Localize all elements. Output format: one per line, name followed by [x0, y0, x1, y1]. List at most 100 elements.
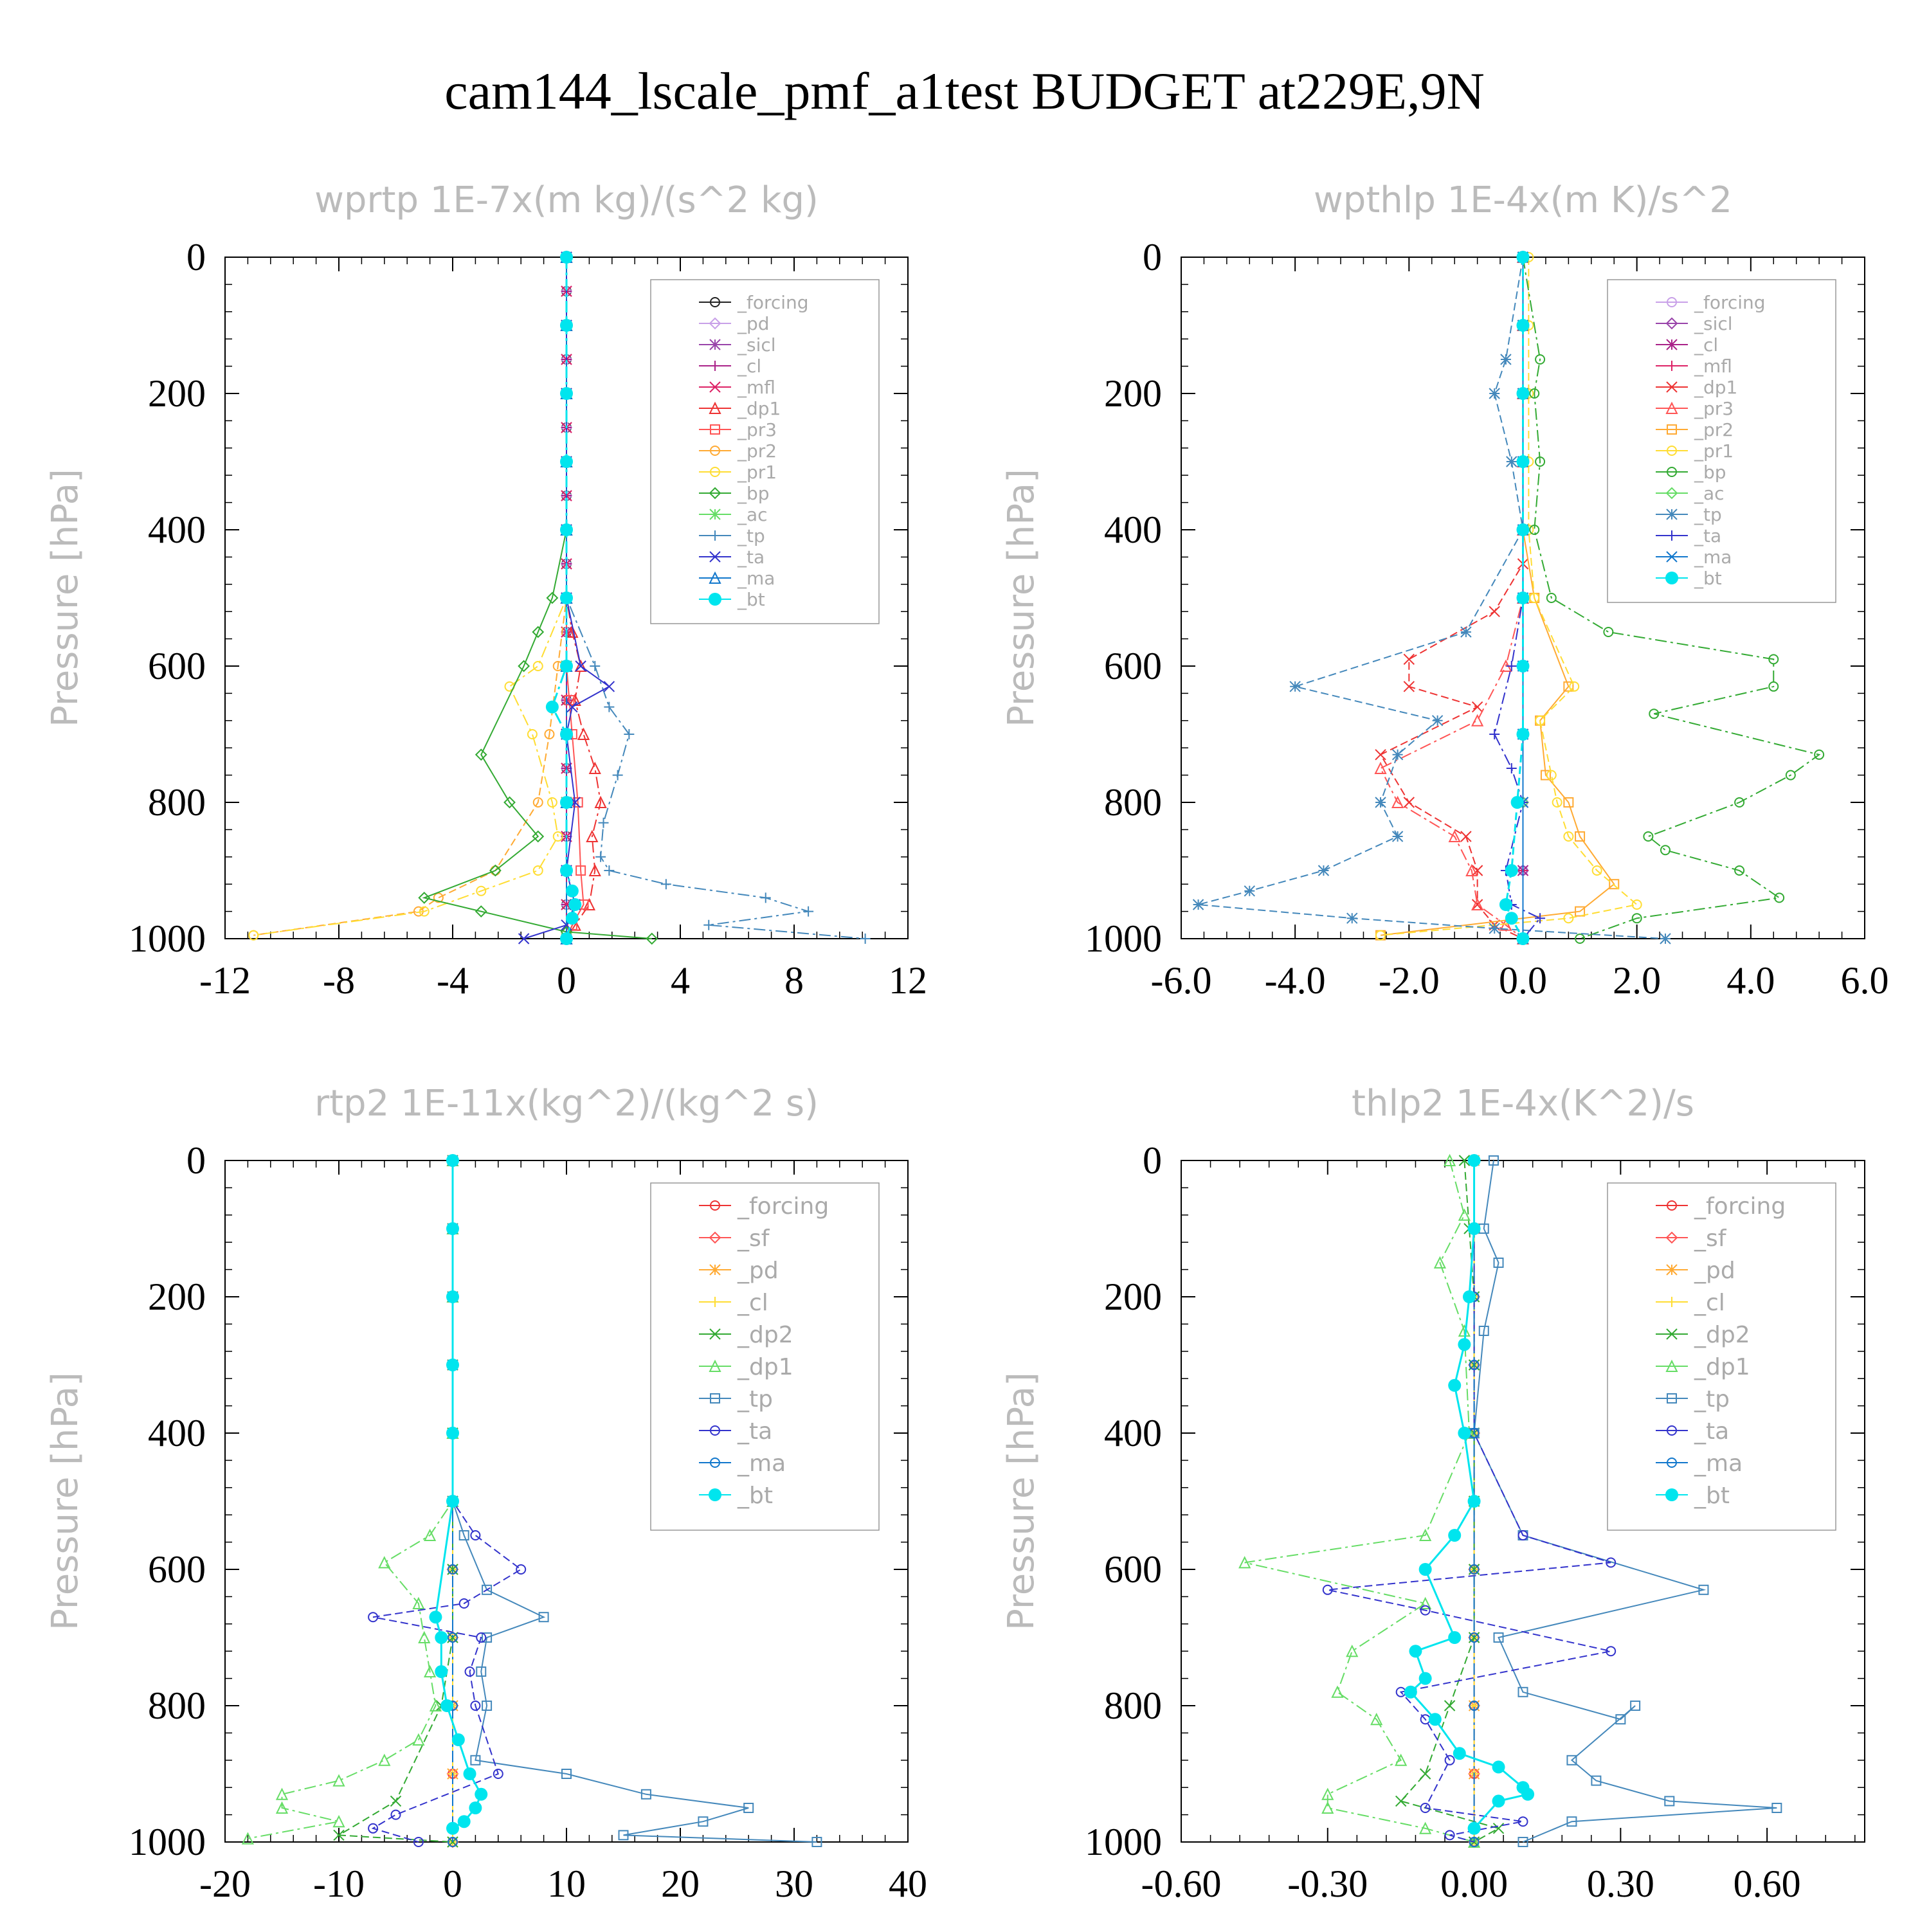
data-point [1467, 1821, 1481, 1835]
legend-marker [1665, 1231, 1678, 1244]
data-point [1563, 681, 1574, 692]
data-point [594, 795, 607, 808]
data-point [1403, 797, 1415, 808]
legend-marker [710, 467, 720, 477]
data-point [446, 1290, 459, 1303]
data-point [577, 727, 590, 740]
x-tick-label: 4.0 [1726, 959, 1775, 1002]
legend-marker [1667, 424, 1677, 435]
data-point [1419, 1821, 1432, 1834]
data-point [1489, 606, 1500, 617]
data-point [568, 898, 582, 911]
y-tick-label: 600 [1104, 1548, 1162, 1591]
legend-label: _pd [1694, 1258, 1735, 1284]
legend-label: _cl [1694, 334, 1718, 356]
series-bt [1404, 1154, 1535, 1835]
data-point [1771, 1803, 1782, 1813]
series-line [253, 257, 567, 936]
data-point [560, 455, 573, 468]
data-point [1563, 797, 1574, 808]
data-point [1458, 1155, 1471, 1166]
series-tp [1192, 251, 1671, 944]
data-point [760, 892, 771, 903]
series-pr2 [1375, 252, 1620, 941]
series-line [1380, 257, 1615, 936]
series-line [1380, 257, 1638, 936]
data-point [1471, 898, 1484, 910]
data-point [1420, 1803, 1431, 1813]
y-tick-label: 400 [1104, 1412, 1162, 1454]
data-point [1453, 1747, 1466, 1760]
data-point [1506, 661, 1517, 671]
data-point [1374, 761, 1387, 774]
legend-marker [1667, 1297, 1677, 1307]
data-point [1516, 251, 1530, 264]
data-point [1458, 1338, 1471, 1351]
data-point [1606, 1557, 1617, 1568]
data-point [561, 1769, 572, 1779]
x-tick-label: -2.0 [1379, 959, 1440, 1002]
series-bt [545, 251, 582, 945]
data-point [532, 830, 545, 843]
legend-marker [710, 1458, 720, 1468]
data-point [1563, 913, 1574, 924]
data-point [703, 919, 714, 930]
data-point [560, 523, 573, 536]
data-point [469, 1801, 482, 1814]
legend-marker [709, 551, 721, 563]
panel-title: wprtp 1E-7x(m kg)/(s^2 kg) [314, 179, 819, 221]
data-point [811, 1837, 822, 1847]
x-tick-label: -4 [437, 959, 469, 1002]
series-pr1 [1375, 252, 1642, 941]
data-point [518, 660, 530, 673]
data-point [583, 898, 596, 910]
legend-label: _ac [737, 504, 768, 525]
x-tick-label: -6.0 [1151, 959, 1212, 1002]
data-point [332, 1774, 345, 1787]
data-point [433, 892, 444, 903]
data-point [1403, 653, 1415, 665]
legend-label: _cl [737, 356, 761, 377]
data-point [1469, 1837, 1480, 1847]
data-point [1517, 1837, 1528, 1847]
legend-box [650, 279, 880, 624]
y-axis-label: Pressure [hPa] [44, 469, 86, 727]
legend-label: _pr2 [1694, 419, 1734, 440]
data-point [1391, 831, 1404, 842]
y-tick-label: 800 [148, 781, 206, 824]
panel-1: wprtp 1E-7x(m kg)/(s^2 kg) Pressure [hPa]… [44, 179, 927, 1002]
data-point [418, 891, 431, 904]
data-point [1471, 701, 1483, 713]
legend-marker [1667, 1393, 1677, 1404]
legend-label: _tp [1694, 504, 1722, 525]
data-point [1575, 831, 1586, 842]
data-point [482, 1701, 493, 1711]
data-point [1814, 749, 1825, 760]
legend-label: _pr1 [1694, 440, 1734, 462]
series-dp2 [333, 1155, 458, 1848]
data-point [595, 851, 606, 862]
data-point [1458, 1208, 1471, 1221]
panel-4: thlp2 1E-4x(K^2)/s Pressure [hPa] 0 200 400 6… [1001, 1083, 1865, 1905]
data-point [275, 1801, 289, 1814]
legend-box [1607, 279, 1836, 603]
legend-marker [709, 1264, 721, 1276]
data-point [1465, 863, 1478, 876]
data-point [1469, 1701, 1480, 1711]
legend-marker [1665, 487, 1678, 500]
data-point [1517, 1530, 1528, 1540]
legend-label: _dp1 [1694, 377, 1737, 398]
x-tick-label: 8 [784, 959, 804, 1002]
x-tick-label: -12 [199, 959, 251, 1002]
series-pr3 [1374, 250, 1530, 944]
data-point [470, 1755, 481, 1765]
series-line [566, 257, 865, 939]
data-point [560, 591, 573, 604]
legend-marker [1665, 1359, 1678, 1372]
data-point [698, 1816, 709, 1827]
data-point [368, 1612, 379, 1623]
series-line [422, 257, 652, 939]
data-point [547, 797, 557, 808]
legend-label: _cl [737, 1290, 768, 1316]
data-point [560, 796, 573, 809]
